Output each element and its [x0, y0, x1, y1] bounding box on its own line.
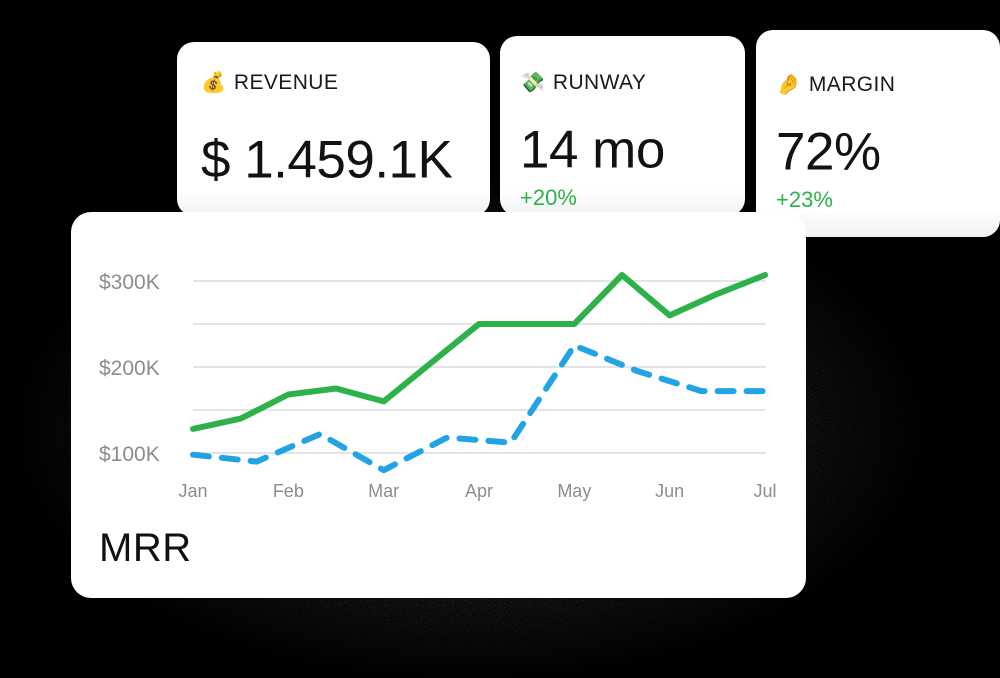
- kpi-label-revenue: REVENUE: [233, 71, 339, 94]
- x-tick-label: Mar: [368, 481, 399, 501]
- kpi-header-runway: 💸 RUNWAY: [520, 71, 646, 95]
- x-tick-label: Feb: [273, 481, 304, 501]
- money-bag-icon: 💰: [201, 72, 226, 94]
- pinched-fingers-icon: 🤌: [776, 74, 801, 96]
- kpi-card-margin[interactable]: 🤌 MARGIN 72% +23%: [756, 30, 1000, 237]
- money-with-wings-icon: 💸: [520, 72, 545, 94]
- y-tick-label: $100K: [99, 443, 160, 466]
- chart-y-axis-labels: $100K $200K $300K: [99, 271, 160, 466]
- series-line-projection: [190, 342, 768, 474]
- x-tick-label: Jun: [655, 481, 684, 501]
- chart-gridlines: [193, 280, 766, 454]
- kpi-label-runway: RUNWAY: [552, 71, 647, 94]
- kpi-header-revenue: 💰 REVENUE: [201, 71, 338, 95]
- x-tick-label: Apr: [465, 481, 493, 501]
- kpi-label-margin: MARGIN: [808, 73, 896, 96]
- kpi-card-runway[interactable]: 💸 RUNWAY 14 mo +20%: [500, 36, 745, 216]
- x-tick-label: Jul: [753, 481, 776, 501]
- y-tick-label: $200K: [99, 357, 160, 380]
- kpi-value-revenue: $ 1.459.1K: [201, 130, 453, 190]
- mrr-line-chart: $100K $200K $300K Jan Feb Mar Apr May Jun Jul: [99, 271, 777, 501]
- kpi-value-margin: 72%: [776, 122, 881, 182]
- chart-x-axis-labels: Jan Feb Mar Apr May Jun Jul: [178, 481, 776, 501]
- kpi-card-revenue[interactable]: 💰 REVENUE $ 1.459.1K +13.7%: [177, 42, 490, 216]
- kpi-delta-runway: +20%: [520, 185, 577, 210]
- kpi-delta-margin: +23%: [776, 187, 833, 212]
- series-line-mrr: [190, 272, 768, 432]
- y-tick-label: $300K: [99, 271, 160, 294]
- x-tick-label: May: [557, 481, 591, 501]
- x-tick-label: Jan: [178, 481, 207, 501]
- mrr-chart-card[interactable]: $100K $200K $300K Jan Feb Mar Apr May Jun Jul MR…: [71, 212, 806, 598]
- kpi-value-runway: 14 mo: [520, 120, 665, 180]
- chart-title: MRR: [99, 526, 192, 570]
- chart-series: [190, 272, 768, 474]
- kpi-header-margin: 🤌 MARGIN: [776, 73, 895, 97]
